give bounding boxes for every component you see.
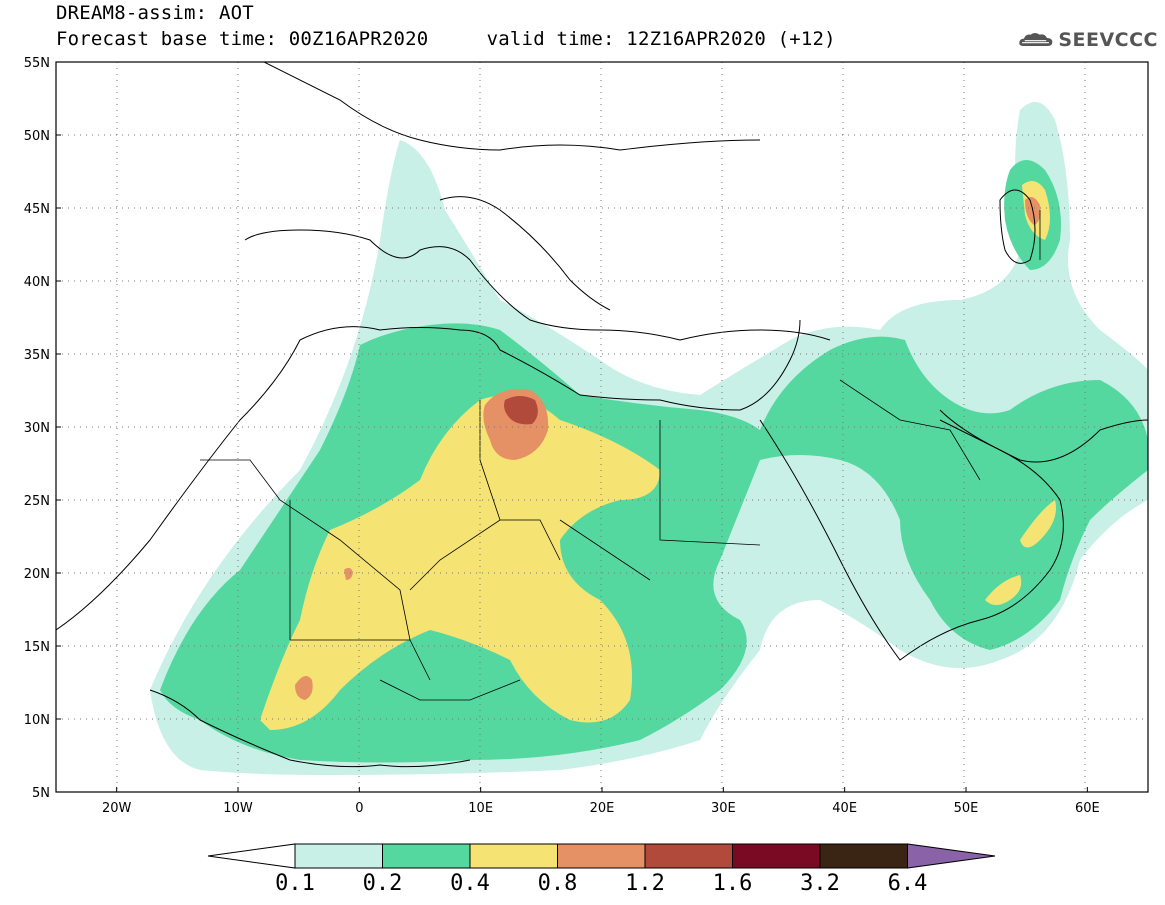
lon-label: 20E: [590, 801, 615, 816]
colorbar-high-arrow: [907, 843, 996, 869]
colorbar-label: 0.8: [538, 871, 578, 896]
colorbar-box: [294, 843, 383, 869]
lat-label: 15N: [24, 640, 50, 655]
aot-level-1.2: [504, 396, 538, 425]
lon-label: 20W: [102, 801, 132, 816]
colorbar-box: [732, 843, 821, 869]
colorbar-label: 0.4: [450, 871, 490, 896]
colorbar-box: [557, 843, 646, 869]
gridlines: [56, 62, 1148, 792]
colorbar-label: 0.1: [275, 871, 315, 896]
lat-label: 5N: [32, 786, 50, 801]
colorbar-box: [644, 843, 733, 869]
lon-label: 0: [355, 801, 363, 816]
colorbar-label: 1.2: [625, 871, 665, 896]
longitude-labels: 20W 10W 0 10E 20E 30E 40E 50E 60E: [102, 787, 1100, 816]
lon-label: 50E: [954, 801, 979, 816]
map-title: DREAM8-assim: AOT: [56, 2, 254, 24]
lon-label: 10E: [468, 801, 493, 816]
lat-label: 40N: [24, 275, 50, 290]
lat-label: 35N: [24, 348, 50, 363]
colorbar-label: 3.2: [800, 871, 840, 896]
coastlines: [56, 62, 1148, 768]
lon-label: 40E: [832, 801, 857, 816]
logo-text: SEEVCCC: [1058, 29, 1158, 51]
colorbar-box: [469, 843, 558, 869]
lon-label: 10W: [223, 801, 253, 816]
lat-label: 10N: [24, 713, 50, 728]
colorbar-label: 1.6: [713, 871, 753, 896]
lat-label: 55N: [24, 56, 50, 71]
lon-label: 60E: [1075, 801, 1100, 816]
latitude-labels: 55N 50N 45N 40N 35N 30N 25N 20N 15N 10N 5N: [24, 56, 61, 801]
colorbar-low-arrow: [207, 843, 296, 869]
colorbar-label: 6.4: [888, 871, 928, 896]
cloud-icon: [1019, 32, 1053, 47]
lat-label: 45N: [24, 202, 50, 217]
lat-label: 20N: [24, 567, 50, 582]
colorbar-label: 0.2: [363, 871, 403, 896]
aot-level-0.2: [160, 323, 1148, 763]
colorbar-box: [819, 843, 908, 869]
lat-label: 50N: [24, 129, 50, 144]
lat-label: 25N: [24, 494, 50, 509]
country-borders: [200, 210, 1041, 701]
forecast-time-line: Forecast base time: 00Z16APR2020 valid t…: [56, 28, 836, 50]
seevccc-logo: SEEVCCC: [1018, 26, 1158, 54]
aot-level-0.4-arabia: [985, 181, 1056, 605]
colorbar-box: [382, 843, 471, 869]
lon-label: 30E: [711, 801, 736, 816]
lat-label: 30N: [24, 421, 50, 436]
